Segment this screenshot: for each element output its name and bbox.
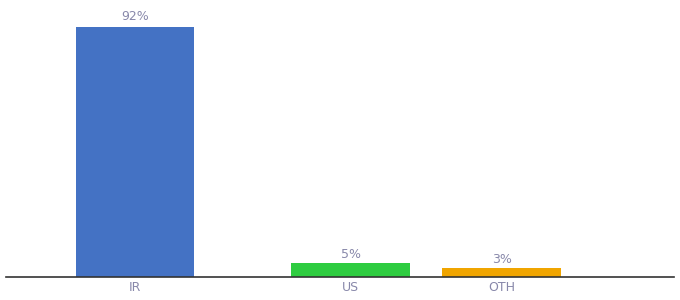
- Bar: [292, 263, 410, 277]
- Text: 92%: 92%: [121, 10, 149, 23]
- Bar: [75, 27, 194, 277]
- Bar: [443, 268, 561, 277]
- Text: 5%: 5%: [341, 248, 361, 261]
- Text: 3%: 3%: [492, 253, 512, 266]
